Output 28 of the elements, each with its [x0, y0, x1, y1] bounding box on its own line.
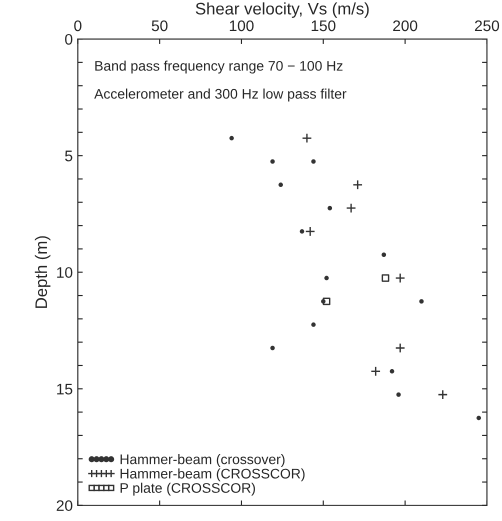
annotation: Accelerometer and 300 Hz low pass filter — [94, 88, 346, 102]
y-tick-label: 20 — [56, 500, 72, 512]
legend-label: Hammer-beam (CROSSCOR) — [120, 468, 305, 482]
point — [305, 226, 316, 237]
legend-label: P plate (CROSSCOR) — [120, 482, 255, 496]
x-tick-label: 50 — [152, 20, 168, 32]
x-tick-label: 250 — [474, 20, 500, 32]
x-tick-label: 0 — [74, 20, 82, 32]
x-tick-label: 200 — [393, 20, 418, 32]
point — [302, 133, 312, 144]
annotation: Band pass frequency range 70 − 100 Hz — [95, 60, 342, 74]
y-tick-label: 15 — [57, 384, 72, 394]
point — [395, 342, 406, 354]
point — [322, 298, 330, 306]
y-tick-label: 0 — [65, 34, 72, 45]
point — [352, 180, 363, 190]
point — [382, 274, 390, 282]
y-axis-title: Depth (m) — [34, 236, 50, 308]
point — [395, 272, 406, 284]
legend-label: Hammer-beam (crossover) — [120, 454, 285, 467]
x-tick-label: 150 — [312, 20, 336, 32]
point — [370, 366, 381, 376]
x-tick-label: 100 — [230, 20, 254, 32]
x-axis-title: Shear velocity, Vs (m/s) — [196, 2, 369, 18]
y-tick-label: 5 — [65, 150, 72, 162]
y-tick-label: 10 — [57, 267, 72, 278]
point — [438, 390, 448, 400]
point — [346, 203, 356, 214]
